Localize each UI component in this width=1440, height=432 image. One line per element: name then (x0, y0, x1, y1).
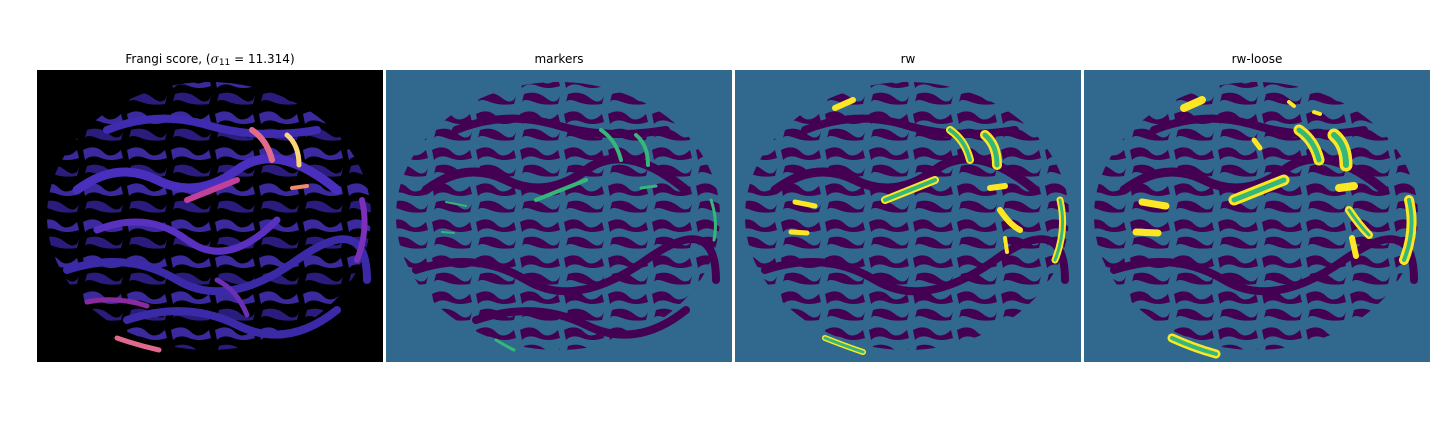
panel-title-markers: markers (534, 52, 584, 66)
sigma-value: 11.314 (247, 52, 290, 66)
title-suffix: ) (289, 52, 295, 66)
rw-svg (735, 70, 1081, 362)
title-prefix: Frangi score, ( (125, 52, 211, 66)
panel-title-frangi: Frangi score, (σ11 = 11.314) (37, 52, 383, 68)
sigma-subscript: 11 (218, 58, 231, 68)
rw-loose-svg (1084, 70, 1430, 362)
panel-title-rw: rw (900, 52, 916, 66)
markers-svg (386, 70, 732, 362)
rw-loose-image (1084, 70, 1430, 362)
frangi-score-image (37, 70, 383, 362)
frangi-svg (37, 70, 383, 362)
sigma-symbol: σ (210, 52, 219, 66)
rw-image (735, 70, 1081, 362)
panel-title-rw-loose: rw-loose (1231, 52, 1283, 66)
markers-image (386, 70, 732, 362)
title-equals: = (230, 52, 248, 66)
